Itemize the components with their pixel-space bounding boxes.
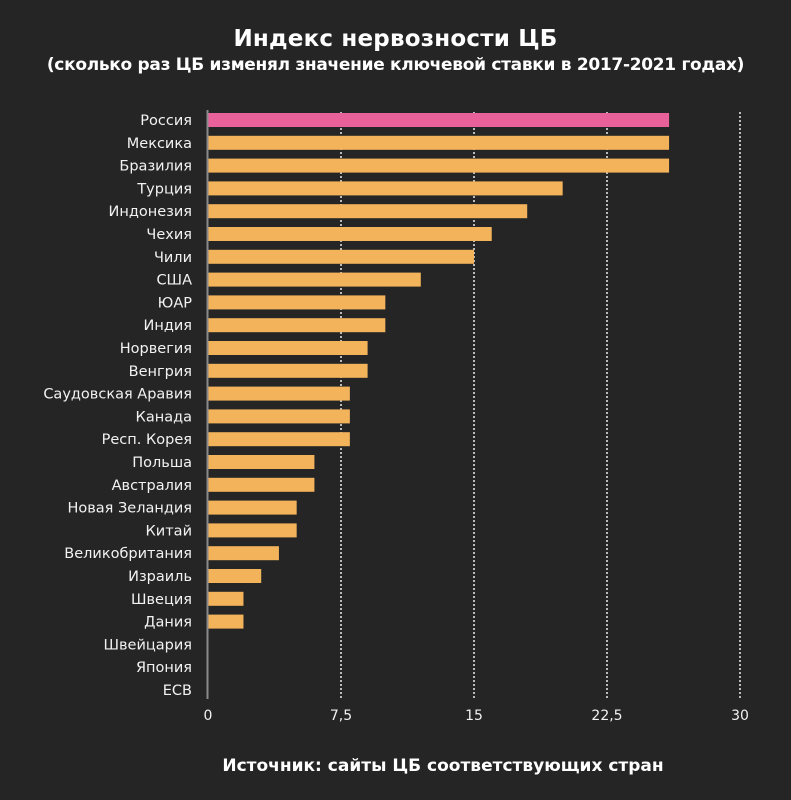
x-tick-label: 22,5 <box>591 708 622 724</box>
category-label: Австралия <box>112 478 192 494</box>
bars <box>208 113 670 629</box>
x-tick-label: 30 <box>731 708 749 724</box>
bar <box>208 158 670 173</box>
chart-subtitle: (сколько раз ЦБ изменял значение ключево… <box>46 55 745 75</box>
bar <box>208 432 350 447</box>
category-label: Китай <box>146 523 192 539</box>
bar <box>208 386 350 401</box>
category-label: Швейцария <box>103 637 192 653</box>
bar <box>208 569 262 583</box>
bar <box>208 113 670 127</box>
bar <box>208 135 670 150</box>
bar <box>208 272 421 287</box>
bar <box>208 455 315 469</box>
source-footnote: Источник: сайты ЦБ соответствующих стран <box>222 756 664 776</box>
category-label: Польша <box>132 455 192 471</box>
category-label: Дания <box>144 615 192 631</box>
bar <box>208 409 350 424</box>
category-label: Саудовская Аравия <box>43 387 192 403</box>
bar <box>208 523 297 538</box>
category-label: Респ. Корея <box>102 432 192 448</box>
category-label: Чехия <box>146 227 192 243</box>
bar <box>208 204 528 219</box>
bar <box>208 341 368 355</box>
x-tick-label: 7,5 <box>330 708 352 724</box>
category-label: Мексика <box>127 136 192 152</box>
bar <box>208 500 297 515</box>
x-tick-label: 0 <box>204 708 213 724</box>
bar <box>208 546 279 561</box>
category-label: Венгрия <box>129 364 192 380</box>
category-label: Израиль <box>128 569 192 585</box>
bar <box>208 181 563 196</box>
bar <box>208 363 368 378</box>
chart-title: Индекс нервозности ЦБ <box>233 26 558 52</box>
category-label: Япония <box>136 660 192 676</box>
category-label: Индия <box>144 318 193 334</box>
category-label: Чили <box>154 250 192 266</box>
bar <box>208 614 244 629</box>
category-label: Новая Зеландия <box>67 501 192 517</box>
bar <box>208 318 386 333</box>
x-tick-label: 15 <box>465 708 483 724</box>
bar <box>208 591 244 606</box>
category-labels: Россия Мексика Бразилия Турция Индонезия Чехи… <box>43 113 192 699</box>
bar <box>208 249 474 264</box>
category-label: Россия <box>140 113 192 129</box>
bar <box>208 227 492 241</box>
category-label: ЮАР <box>158 295 193 311</box>
bar <box>208 295 386 310</box>
category-label: ECB <box>163 683 192 699</box>
x-tick-labels: 0 7,5 15 22,5 30 <box>204 708 749 724</box>
category-label: Швеция <box>131 592 192 608</box>
category-label: Бразилия <box>119 159 192 175</box>
category-label: Индонезия <box>109 204 192 220</box>
category-label: Канада <box>136 409 192 425</box>
category-label: США <box>156 273 192 289</box>
category-label: Норвегия <box>120 341 192 357</box>
category-label: Турция <box>136 181 192 197</box>
bar <box>208 477 315 492</box>
category-label: Великобритания <box>64 546 192 562</box>
